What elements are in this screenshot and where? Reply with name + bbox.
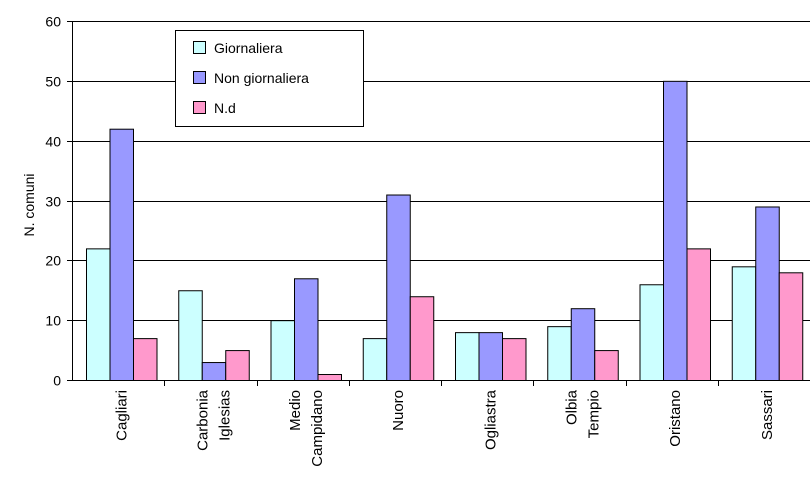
category-label-line: Iglesias [217, 390, 234, 441]
bar-giornaliera-0 [86, 248, 111, 381]
y-tick-labels: 0 10 20 30 40 50 60 [45, 14, 61, 389]
bar-n-d-3 [409, 296, 435, 382]
bar-giornaliera-2 [270, 320, 295, 381]
legend: Giornaliera Non giornaliera N.d [175, 30, 364, 127]
category-label-line: Ogliastra [482, 389, 499, 450]
category-label-line: Carbonia [195, 389, 212, 451]
bars [86, 80, 804, 382]
legend-entry: N.d [214, 100, 236, 116]
bar-non-giornaliera-6 [663, 80, 688, 381]
legend-entry: Non giornaliera [214, 70, 309, 86]
category-label: Ogliastra [482, 389, 499, 450]
category-label-line: Nuoro [390, 390, 407, 431]
y-axis-title: N. comuni [21, 173, 37, 236]
axes [67, 21, 810, 386]
bar-giornaliera-3 [362, 338, 388, 382]
bar-non-giornaliera-5 [570, 308, 596, 382]
category-label: Oristano [667, 390, 684, 447]
bar-giornaliera-6 [639, 284, 664, 381]
legend-swatch [193, 101, 206, 114]
category-label-line: Sassari [759, 390, 776, 440]
bar-non-giornaliera-7 [755, 206, 780, 381]
legend-swatch [193, 41, 206, 54]
bar-giornaliera-5 [547, 326, 572, 381]
category-label: Medio Campidano [287, 390, 326, 467]
category-label: Carbonia Iglesias [195, 389, 234, 451]
y-tick-label: 50 [45, 74, 61, 90]
bar-n-d-0 [133, 338, 158, 382]
bar-non-giornaliera-2 [294, 278, 319, 381]
bar-non-giornaliera-4 [478, 332, 503, 381]
y-tick-label: 40 [45, 134, 61, 150]
category-label-line: Olbia [564, 389, 581, 425]
bar-n-d-5 [594, 350, 619, 382]
bar-non-giornaliera-0 [109, 128, 134, 381]
legend-swatch [193, 71, 206, 84]
bar-non-giornaliera-1 [201, 362, 227, 381]
category-label: Sassari [759, 390, 776, 440]
bar-n-d-4 [502, 338, 527, 382]
bar-giornaliera-4 [455, 332, 480, 381]
bar-n-d-7 [778, 272, 804, 381]
legend-entry: Giornaliera [214, 40, 283, 56]
bar-giornaliera-1 [178, 290, 203, 381]
category-label-line: Tempio [586, 390, 603, 438]
category-label-line: Cagliari [113, 390, 130, 441]
y-tick-label: 10 [45, 313, 61, 329]
y-tick-label: 0 [53, 373, 61, 389]
bar-giornaliera-7 [731, 266, 757, 382]
category-label-line: Campidano [309, 390, 326, 467]
bar-n-d-2 [317, 374, 342, 381]
bar-n-d-1 [225, 350, 250, 382]
category-label: Cagliari [113, 390, 130, 441]
y-tick-label: 20 [45, 253, 61, 269]
y-tick-label: 60 [45, 14, 61, 30]
bar-n-d-6 [686, 248, 711, 381]
category-label-line: Medio [287, 390, 304, 431]
y-tick-label: 30 [45, 194, 61, 210]
category-label: Olbia Tempio [564, 389, 603, 438]
legend-box [175, 30, 364, 127]
category-label: Nuoro [390, 390, 407, 431]
bar-non-giornaliera-3 [386, 194, 411, 381]
category-label-line: Oristano [667, 390, 684, 447]
category-labels: Cagliari Carbonia Iglesias Medio Campidano Nu… [113, 389, 776, 466]
